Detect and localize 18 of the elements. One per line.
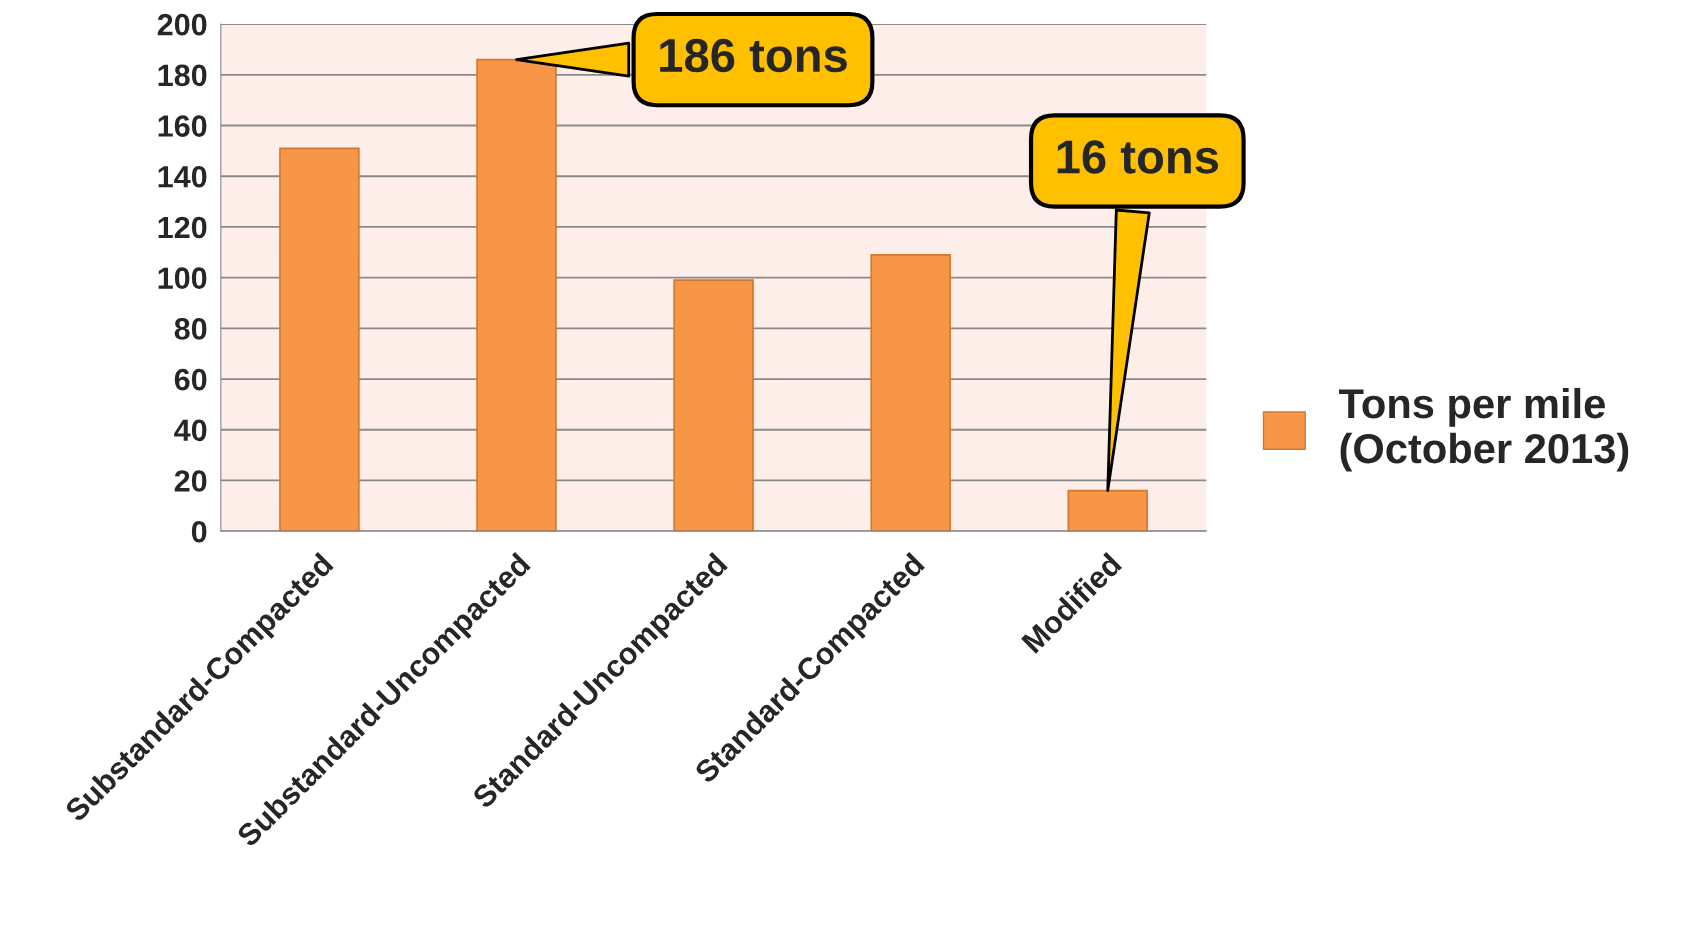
bar: [1067, 489, 1148, 532]
y-tick-label: 160: [158, 115, 207, 137]
y-tick-label: 40: [174, 419, 207, 442]
y-tick-label: 60: [174, 368, 207, 391]
y-tick-label: 80: [174, 318, 207, 340]
annotation: 186 tons: [660, 38, 847, 73]
bar: [279, 147, 360, 532]
y-tick-label: 20: [174, 470, 207, 492]
y-tick-label: 140: [158, 165, 207, 188]
y-tick-label: 0: [191, 520, 207, 543]
bar: [870, 253, 951, 532]
legend-label: Tons per mile (October 2013): [1338, 387, 1629, 472]
y-tick-label: 180: [158, 64, 207, 87]
bar: [673, 279, 754, 532]
y-tick-label: 120: [158, 216, 207, 239]
y-tick-label: 100: [158, 267, 207, 290]
y-tick-label: 200: [157, 13, 207, 36]
annotation: 16 tons: [1057, 140, 1219, 174]
